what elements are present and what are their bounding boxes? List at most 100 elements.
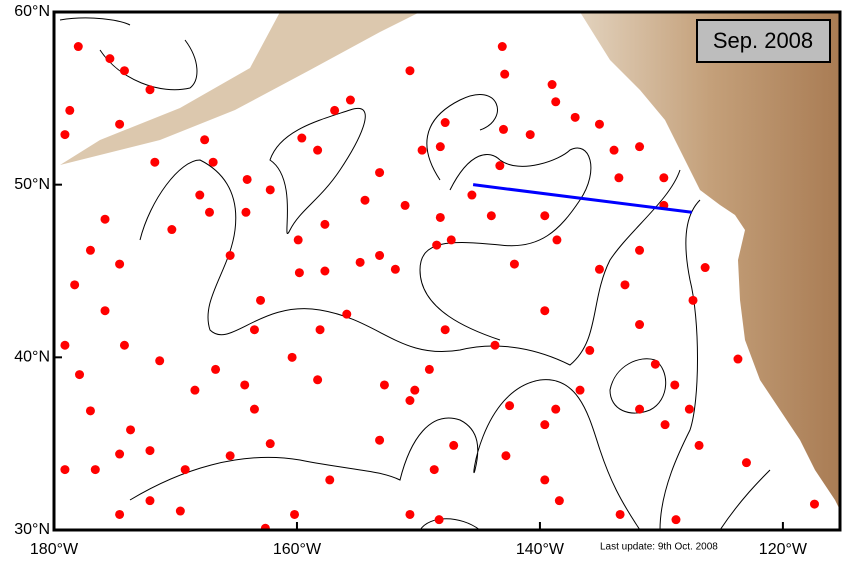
float — [345, 95, 355, 105]
float — [650, 359, 660, 369]
float — [540, 420, 550, 430]
float — [105, 54, 115, 64]
float — [435, 212, 445, 222]
float — [200, 135, 210, 145]
float — [405, 509, 415, 519]
float — [325, 475, 335, 485]
float — [211, 364, 221, 374]
float — [429, 465, 439, 475]
float — [540, 475, 550, 485]
float — [375, 435, 385, 445]
float — [240, 380, 250, 390]
y-tick-label: 30°N — [14, 521, 50, 538]
float — [410, 385, 420, 395]
float — [75, 370, 85, 380]
float — [355, 257, 365, 267]
float — [265, 185, 275, 195]
float — [119, 340, 129, 350]
float — [614, 173, 624, 183]
float — [700, 263, 710, 273]
float — [320, 266, 330, 276]
float — [551, 404, 561, 414]
float — [585, 345, 595, 355]
float — [440, 325, 450, 335]
float — [313, 145, 323, 155]
float — [509, 259, 519, 269]
float — [115, 259, 125, 269]
float — [554, 496, 564, 506]
float — [505, 401, 515, 411]
float — [575, 385, 585, 395]
float — [60, 130, 70, 140]
float — [417, 145, 427, 155]
float — [405, 396, 415, 405]
contour — [419, 147, 592, 341]
float — [313, 375, 323, 385]
float — [440, 118, 450, 128]
float — [65, 105, 75, 115]
footnote: Last update: 9th Oct. 2008 — [600, 542, 718, 553]
float — [145, 446, 155, 456]
y-tick-label: 60°N — [14, 3, 50, 20]
float — [167, 225, 177, 235]
y-tick-label: 50°N — [14, 176, 50, 193]
float — [733, 354, 743, 364]
float — [150, 157, 160, 167]
x-tick-label: 160°W — [273, 541, 322, 558]
float — [551, 97, 561, 107]
float — [671, 515, 681, 525]
float — [635, 320, 645, 330]
contour — [659, 199, 701, 530]
contour — [609, 358, 667, 414]
float — [90, 465, 100, 475]
float — [694, 440, 704, 450]
float — [688, 295, 698, 305]
land — [60, 12, 420, 165]
frame — [52, 10, 842, 532]
float — [432, 240, 442, 250]
contour — [419, 518, 481, 530]
float — [670, 380, 680, 390]
contour — [99, 39, 198, 91]
float — [256, 295, 266, 305]
float — [435, 142, 445, 152]
float — [155, 356, 165, 366]
x-tick-label: 180°W — [30, 541, 79, 558]
float — [424, 364, 434, 374]
float — [659, 173, 669, 183]
float — [540, 211, 550, 221]
float — [379, 380, 389, 390]
float — [249, 404, 259, 414]
float — [809, 499, 819, 509]
basemap — [59, 12, 840, 530]
float — [225, 250, 235, 260]
float — [635, 142, 645, 152]
float — [115, 509, 125, 519]
float — [73, 42, 83, 52]
float — [208, 157, 218, 167]
float — [490, 340, 500, 350]
float — [620, 280, 630, 290]
float — [204, 207, 214, 217]
contour — [269, 107, 366, 234]
contour — [129, 379, 641, 530]
float — [70, 280, 80, 290]
float — [100, 306, 110, 316]
section-line — [472, 183, 692, 214]
float — [446, 235, 456, 245]
float — [635, 245, 645, 255]
float — [260, 523, 270, 530]
float — [375, 250, 385, 260]
float — [552, 235, 562, 245]
float — [330, 105, 340, 115]
title-box — [696, 19, 831, 63]
float — [190, 385, 200, 395]
float — [115, 449, 125, 459]
float — [500, 69, 510, 79]
float — [609, 145, 619, 155]
float — [741, 458, 751, 468]
float — [297, 133, 307, 143]
float — [594, 119, 604, 129]
float — [375, 168, 385, 178]
